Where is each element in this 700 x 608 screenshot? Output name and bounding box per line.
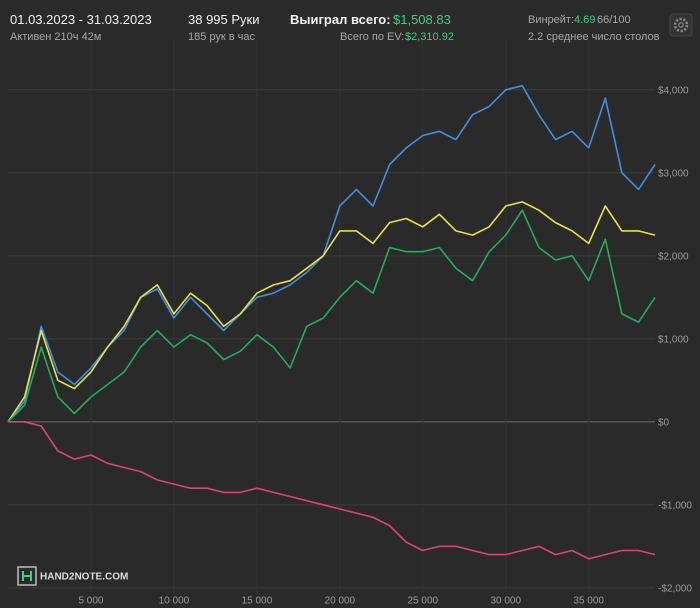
y-tick-label: $1,000 xyxy=(658,334,689,345)
x-tick-label: 20 000 xyxy=(325,596,356,607)
logo-h xyxy=(22,571,32,581)
x-tick-label: 30 000 xyxy=(490,596,521,607)
winrate-label: Винрейт: xyxy=(528,14,575,26)
winrate-unit: 66/100 xyxy=(597,14,631,26)
y-tick-label: $4,000 xyxy=(658,85,689,96)
y-tick-label: -$1,000 xyxy=(658,500,692,511)
y-tick-label: -$2,000 xyxy=(658,583,692,594)
watermark-logo xyxy=(17,566,37,586)
settings-box[interactable] xyxy=(669,13,693,37)
gear-hub[interactable] xyxy=(678,22,684,28)
x-tick-label: 5 000 xyxy=(78,596,103,607)
series-line xyxy=(8,421,656,560)
ev-value: $2,310.92 xyxy=(405,31,454,43)
ev-label: Всего по EV: xyxy=(340,31,405,43)
series-line xyxy=(7,84,656,423)
logo-box xyxy=(17,566,37,586)
y-tick-label: $3,000 xyxy=(658,168,689,179)
hands: 38 995 Руки xyxy=(188,12,260,27)
won-value: $1,508.83 xyxy=(393,12,451,27)
y-tick-label: $0 xyxy=(658,417,670,428)
watermark: HAND2NOTE.COM xyxy=(40,572,128,583)
winrate-value: 4.69 xyxy=(574,14,596,26)
grid xyxy=(8,40,655,592)
period: 01.03.2023 - 31.03.2023 xyxy=(10,12,152,27)
tables: 2.2 среднее число столов xyxy=(528,31,660,43)
active-time: Активен 210ч 42м xyxy=(10,31,102,43)
hands-per-hour: 185 рук в час xyxy=(188,31,256,43)
settings-button[interactable] xyxy=(669,13,693,37)
won-label: Выиграл всего: xyxy=(290,12,391,27)
series-line xyxy=(7,201,656,423)
x-tick-label: 15 000 xyxy=(242,596,273,607)
series-line xyxy=(7,209,656,423)
x-tick-label: 10 000 xyxy=(159,596,190,607)
y-tick-label: $2,000 xyxy=(658,251,689,262)
x-tick-label: 25 000 xyxy=(407,596,438,607)
gear-teeth[interactable] xyxy=(673,17,689,33)
x-tick-label: 35 000 xyxy=(573,596,604,607)
